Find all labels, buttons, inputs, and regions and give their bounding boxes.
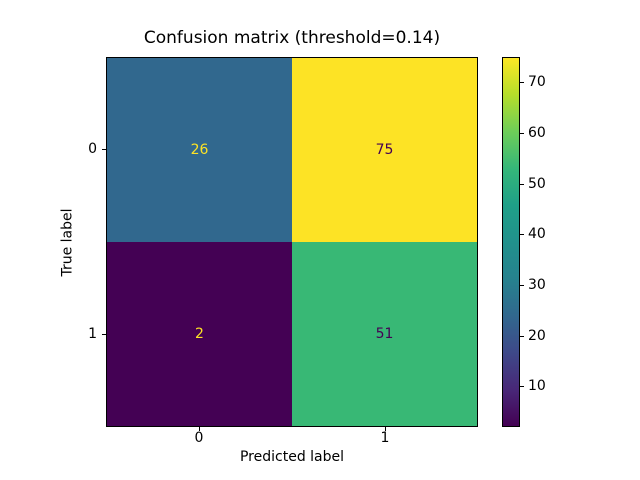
colorbar-tick-mark-30	[520, 285, 524, 286]
x-tick-label-0: 0	[194, 430, 204, 446]
x-tick-mark-1	[385, 427, 386, 431]
colorbar-tick-label-30: 30	[528, 277, 546, 293]
colorbar-tick-mark-70	[520, 82, 524, 83]
colorbar-tick-label-70: 70	[528, 74, 546, 90]
colorbar-tick-mark-50	[520, 184, 524, 185]
y-tick-label-1: 1	[88, 326, 97, 342]
colorbar-tick-label-60: 60	[528, 125, 546, 141]
colorbar-tick-label-40: 40	[528, 226, 546, 242]
y-tick-label-0: 0	[88, 141, 97, 157]
x-tick-mark-0	[199, 427, 200, 431]
colorbar-tick-label-10: 10	[528, 378, 546, 394]
colorbar-tick-mark-10	[520, 386, 524, 387]
x-axis-label: Predicted label	[239, 449, 345, 465]
colorbar-gradient	[502, 57, 520, 427]
y-axis-label: True label	[59, 208, 76, 277]
colorbar-tick-label-20: 20	[528, 328, 546, 344]
colorbar-tick-mark-60	[520, 133, 524, 134]
y-tick-mark-1	[102, 334, 106, 335]
heatmap-cell-true0-pred1: 75	[292, 58, 477, 242]
colorbar-tick-mark-40	[520, 234, 524, 235]
heatmap-cell-true1-pred1: 51	[292, 242, 477, 426]
colorbar-tick-label-50: 50	[528, 176, 546, 192]
chart-title: Confusion matrix (threshold=0.14)	[143, 28, 441, 48]
heatmap-plot-area: 26 75 2 51	[106, 57, 478, 427]
x-tick-label-1: 1	[380, 430, 390, 446]
heatmap-cell-true0-pred0: 26	[107, 58, 292, 242]
colorbar-tick-mark-20	[520, 336, 524, 337]
heatmap-cell-true1-pred0: 2	[107, 242, 292, 426]
y-tick-mark-0	[102, 149, 106, 150]
